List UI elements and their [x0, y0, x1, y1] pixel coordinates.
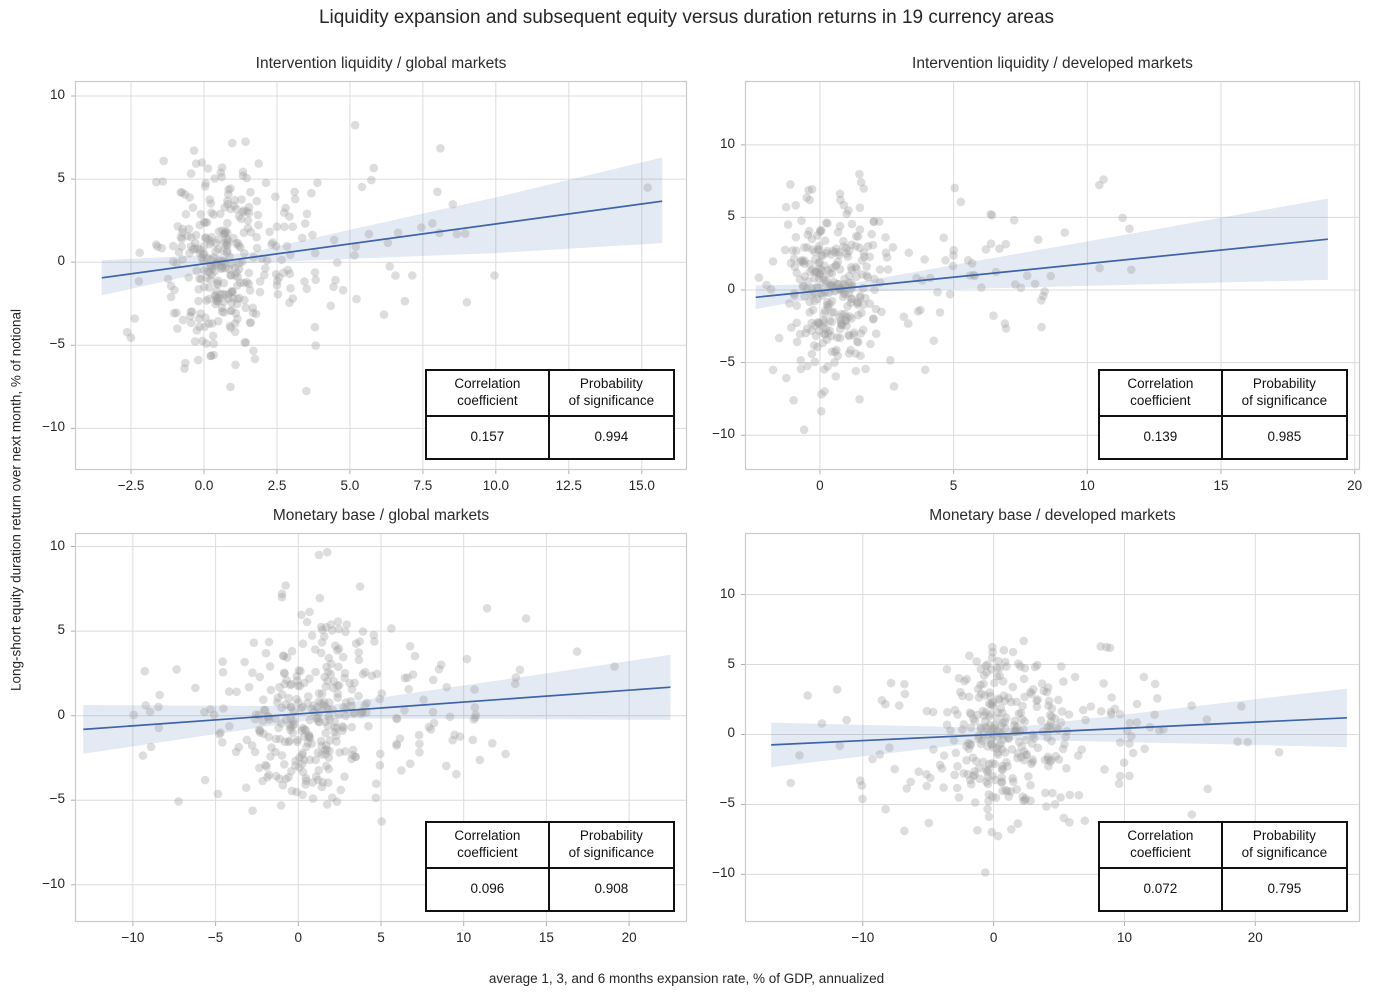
panel-title: Monetary base / global markets	[272, 507, 490, 524]
y-tick-label: 5	[727, 655, 735, 671]
y-tick-label: 0	[57, 253, 65, 269]
panel-title: Monetary base / developed markets	[929, 507, 1176, 524]
stats-header-probability: Probability of significance	[1221, 370, 1347, 417]
stats-value-correlation: 0.157	[426, 416, 549, 459]
y-tick-label: −5	[719, 353, 735, 369]
panel-title: Intervention liquidity / developed marke…	[912, 55, 1193, 72]
stats-value-correlation: 0.096	[426, 868, 549, 911]
stats-table: Correlation coefficient Probability of s…	[425, 821, 675, 912]
x-tick-label: −5	[207, 930, 224, 945]
y-tick-label: −10	[712, 426, 735, 442]
stats-header-correlation: Correlation coefficient	[426, 370, 549, 417]
x-tick-label: 5	[949, 478, 958, 493]
stats-table: Correlation coefficient Probability of s…	[425, 369, 675, 460]
x-axis-label: average 1, 3, and 6 months expansion rat…	[488, 971, 885, 986]
x-tick-label: 7.5	[413, 478, 433, 493]
y-tick-label: −10	[712, 865, 735, 881]
y-tick-label: −10	[42, 875, 65, 891]
y-tick-label: 0	[727, 725, 735, 741]
x-tick-label: −2.5	[117, 478, 145, 493]
scatter-plot	[71, 532, 688, 926]
x-tick-label: 5	[377, 930, 385, 945]
stats-header-correlation: Correlation coefficient	[426, 822, 549, 869]
y-tick-label: 10	[719, 585, 735, 601]
figure-title: Liquidity expansion and subsequent equit…	[318, 7, 1055, 28]
y-tick-label: 10	[719, 135, 735, 151]
x-tick-label: 5.0	[340, 478, 360, 493]
stats-value-correlation: 0.139	[1099, 416, 1222, 459]
scatter-plot	[741, 80, 1361, 474]
x-tick-label: 20	[621, 930, 637, 945]
x-tick-label: 10	[456, 930, 472, 945]
x-tick-label: 2.5	[267, 478, 287, 493]
x-tick-label: 15	[1213, 478, 1229, 493]
stats-table: Correlation coefficient Probability of s…	[1098, 369, 1348, 460]
panel-title: Intervention liquidity / global markets	[255, 55, 507, 72]
x-tick-label: −10	[121, 930, 145, 945]
x-tick-label: 12.5	[555, 478, 582, 493]
x-tick-label: 10	[1079, 478, 1095, 493]
stats-header-correlation: Correlation coefficient	[1099, 822, 1222, 869]
x-tick-label: 20	[1347, 478, 1363, 493]
x-tick-label: 15.0	[628, 478, 655, 493]
y-tick-label: 5	[57, 622, 65, 638]
stats-value-probability: 0.994	[548, 416, 674, 459]
y-tick-label: −5	[719, 795, 735, 811]
y-tick-label: 5	[727, 208, 735, 224]
y-tick-label: 0	[57, 706, 65, 722]
stats-value-correlation: 0.072	[1099, 868, 1222, 911]
x-tick-label: 0	[294, 930, 303, 945]
stats-value-probability: 0.908	[548, 868, 674, 911]
stats-table: Correlation coefficient Probability of s…	[1098, 821, 1348, 912]
x-tick-label: 0	[989, 930, 998, 945]
stats-header-probability: Probability of significance	[1221, 822, 1347, 869]
stats-header-correlation: Correlation coefficient	[1099, 370, 1222, 417]
x-tick-label: −10	[851, 930, 875, 945]
y-tick-label: 0	[727, 281, 735, 296]
y-tick-label: 5	[57, 170, 65, 186]
stats-header-probability: Probability of significance	[548, 822, 674, 869]
panel-monetary-developed: Monetary base / developed markets Correl…	[712, 507, 1361, 945]
y-tick-label: −5	[49, 336, 65, 352]
y-tick-label: −10	[42, 419, 65, 435]
y-tick-label: 10	[49, 537, 65, 553]
stats-value-probability: 0.795	[1221, 868, 1347, 911]
panel-intervention-developed: Intervention liquidity / developed marke…	[712, 55, 1362, 493]
x-tick-label: 0	[816, 478, 824, 493]
stats-header-probability: Probability of significance	[548, 370, 674, 417]
x-tick-label: 10	[1116, 930, 1132, 945]
y-tick-label: 10	[49, 86, 65, 102]
scatter-plot	[71, 80, 688, 474]
x-tick-label: 0.0	[194, 478, 214, 493]
x-tick-label: 15	[538, 930, 554, 945]
x-tick-label: 10.0	[482, 478, 509, 493]
panel-intervention-global: Intervention liquidity / global markets …	[42, 55, 688, 493]
panel-monetary-global: Monetary base / global markets Correlati…	[42, 507, 688, 945]
x-tick-label: 20	[1247, 930, 1263, 945]
y-tick-label: −5	[49, 791, 65, 807]
stats-value-probability: 0.985	[1221, 416, 1347, 459]
